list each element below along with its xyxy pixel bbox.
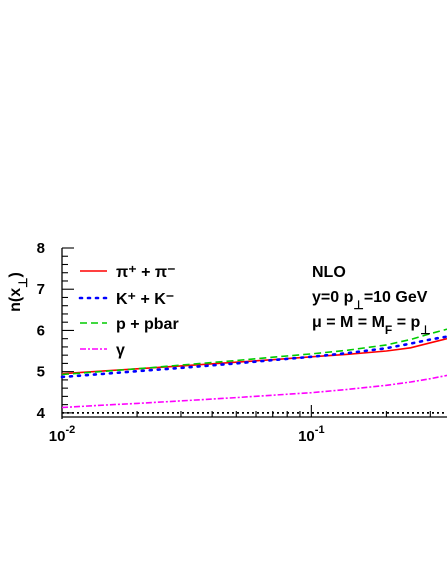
x-tick-label: 10-2 — [49, 424, 75, 445]
y-tick-label: 5 — [37, 364, 45, 381]
y-tick-label: 6 — [37, 322, 45, 339]
annotation-scales: μ = M = MF = p⊥ — [312, 314, 431, 337]
annotation-kinematics: y=0 p⊥=10 GeV — [312, 289, 428, 312]
y-tick-label: 8 — [37, 240, 45, 257]
y-tick-label: 7 — [37, 281, 45, 298]
legend-label-1: K⁺ + K⁻ — [116, 291, 174, 308]
y-axis-label: n(x⊥) — [7, 272, 30, 312]
series-line-2 — [61, 328, 447, 376]
plot-axes: 4 5 6 7 8 10-2 10-1 — [37, 240, 447, 445]
legend-label-3: γ — [116, 342, 125, 359]
y-tick-label: 4 — [37, 405, 46, 422]
series-line-1 — [60, 335, 447, 379]
legend-label-0: π⁺ + π⁻ — [116, 264, 176, 281]
legend-label-2: p + pbar — [116, 316, 179, 333]
series-line-3 — [61, 374, 447, 409]
series-group — [60, 328, 447, 409]
x-tick-label: 10-1 — [298, 424, 324, 445]
annotation-block: NLO y=0 p⊥=10 GeV μ = M = MF = p⊥ — [312, 264, 431, 337]
annotation-nlo: NLO — [312, 264, 346, 281]
legend: π⁺ + π⁻ K⁺ + K⁻ p + pbar γ — [78, 264, 179, 359]
